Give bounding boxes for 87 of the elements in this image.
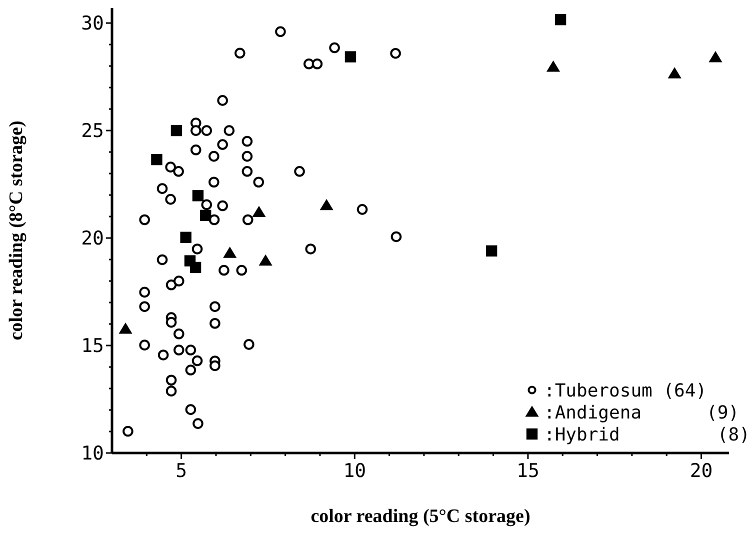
point (180, 232, 192, 243)
point (185, 364, 196, 376)
point (242, 136, 253, 147)
x-tick-label: 10 (343, 460, 366, 482)
point (139, 214, 150, 226)
point (156, 254, 168, 266)
point (166, 386, 177, 396)
point (190, 125, 202, 136)
point (208, 176, 220, 188)
y-tick-label: 30 (81, 12, 104, 35)
point (486, 245, 498, 257)
legend-label: :Hybrid (8) (544, 424, 749, 446)
point (156, 183, 168, 194)
point (329, 42, 340, 54)
point (217, 95, 228, 106)
point (546, 60, 560, 72)
point (390, 48, 401, 59)
point (294, 166, 305, 177)
point (208, 150, 220, 162)
point (192, 418, 204, 429)
point (166, 279, 177, 290)
x-tick-label: 5 (176, 460, 188, 482)
point (223, 246, 237, 258)
y-tick-label: 20 (81, 228, 104, 250)
point (234, 48, 246, 59)
point (192, 190, 204, 202)
point (174, 328, 184, 340)
point (139, 340, 150, 350)
point (185, 344, 196, 356)
point (252, 206, 266, 218)
point (174, 344, 184, 356)
y-tick-label: 10 (81, 442, 104, 465)
point (166, 374, 177, 386)
point (356, 204, 368, 215)
point (190, 144, 202, 156)
y-tick-label: 25 (81, 120, 104, 142)
point (217, 200, 228, 212)
point (201, 125, 212, 136)
point (170, 124, 182, 136)
y-tick-label: 15 (81, 335, 104, 358)
point (158, 350, 169, 360)
point (242, 150, 253, 162)
y-axis-title: color reading (8°C storage) (6, 120, 27, 340)
point (210, 360, 220, 372)
legend-label: :Tuberosum (64) (544, 380, 707, 402)
point (173, 166, 184, 177)
point (305, 244, 316, 254)
point (165, 162, 176, 172)
point (224, 125, 235, 136)
x-axis-title: color reading (5°C storage) (310, 506, 530, 527)
point (192, 355, 203, 366)
point (303, 58, 314, 70)
point (201, 199, 212, 210)
point (253, 176, 264, 188)
point (236, 264, 248, 276)
point (151, 154, 162, 166)
point (312, 58, 323, 70)
point (242, 166, 253, 177)
point (258, 254, 272, 266)
point (190, 262, 202, 274)
point (668, 67, 682, 78)
point (242, 214, 254, 226)
point (185, 404, 196, 415)
point (166, 316, 177, 328)
point (118, 322, 132, 334)
point (217, 139, 228, 150)
legend-label: :Andigena (9) (544, 402, 740, 424)
point (244, 339, 254, 350)
point (208, 214, 220, 226)
point (174, 276, 184, 286)
point (344, 51, 356, 62)
point (165, 194, 176, 205)
point (554, 14, 566, 26)
point (200, 210, 212, 222)
point (122, 426, 134, 437)
point (708, 51, 722, 62)
x-tick-label: 15 (516, 460, 540, 482)
point (210, 318, 220, 329)
point (139, 301, 150, 312)
point (139, 286, 150, 298)
point (192, 244, 203, 254)
point (210, 301, 220, 312)
x-tick-label: 20 (690, 460, 713, 482)
point (275, 26, 286, 38)
point (218, 264, 230, 276)
point (320, 198, 334, 210)
point (390, 231, 402, 242)
